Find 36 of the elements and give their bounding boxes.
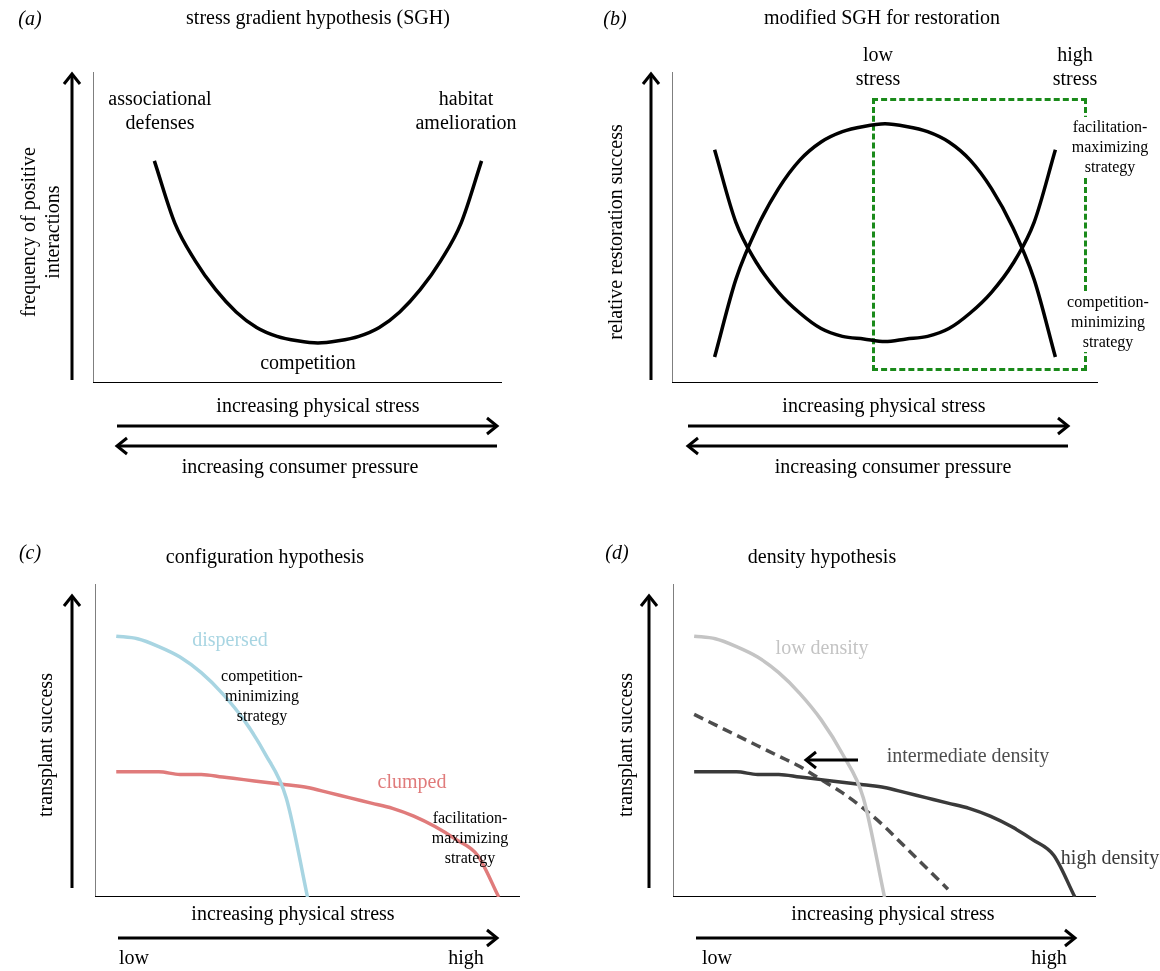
text: (a) [17, 6, 43, 30]
series-label: high density [1059, 846, 1160, 869]
series-label: dispersed [191, 628, 269, 651]
x-axis-title: increasing physical stress [215, 394, 421, 417]
text: low stress [854, 42, 902, 90]
x-axis-title: increasing physical stress [781, 394, 987, 417]
text: high [447, 945, 485, 969]
series-label: clumped [376, 770, 448, 793]
text: increasing consumer pressure [773, 454, 1013, 478]
y-axis-title: frequency of positive interactions [16, 146, 64, 319]
x-axis-title: increasing physical stress [190, 902, 396, 925]
annotation: facilitation-maximizing strategy [430, 808, 510, 868]
text: associational defenses [107, 86, 213, 134]
annotation: competition-minimizing strategy [1058, 292, 1158, 352]
series-label: low density [774, 636, 870, 659]
annotation: facilitation-maximizing strategy [1060, 117, 1160, 177]
text: habitat amelioration [414, 86, 518, 134]
annotation: competition [259, 350, 357, 374]
chart-title: density hypothesis [747, 545, 897, 567]
y-axis-title: transplant success [613, 672, 637, 819]
text: increasing consumer pressure [180, 454, 420, 478]
text: low [701, 945, 733, 969]
text: intermediate density [885, 744, 1051, 767]
text: high [1030, 945, 1068, 969]
text: (d) [605, 541, 629, 563]
text: (b) [602, 6, 628, 30]
chart-title: configuration hypothesis [165, 545, 365, 567]
text: (c) [18, 541, 42, 563]
text: low [118, 945, 150, 969]
chart-title: stress gradient hypothesis (SGH) [185, 6, 451, 29]
y-axis-title: transplant success [33, 672, 57, 819]
chart-title: modified SGH for restoration [762, 6, 1002, 29]
text: high stress [1051, 42, 1099, 90]
y-axis-title: relative restoration success [603, 123, 627, 342]
x-axis-title: increasing physical stress [790, 902, 996, 925]
annotation: competition-minimizing strategy [220, 666, 304, 726]
